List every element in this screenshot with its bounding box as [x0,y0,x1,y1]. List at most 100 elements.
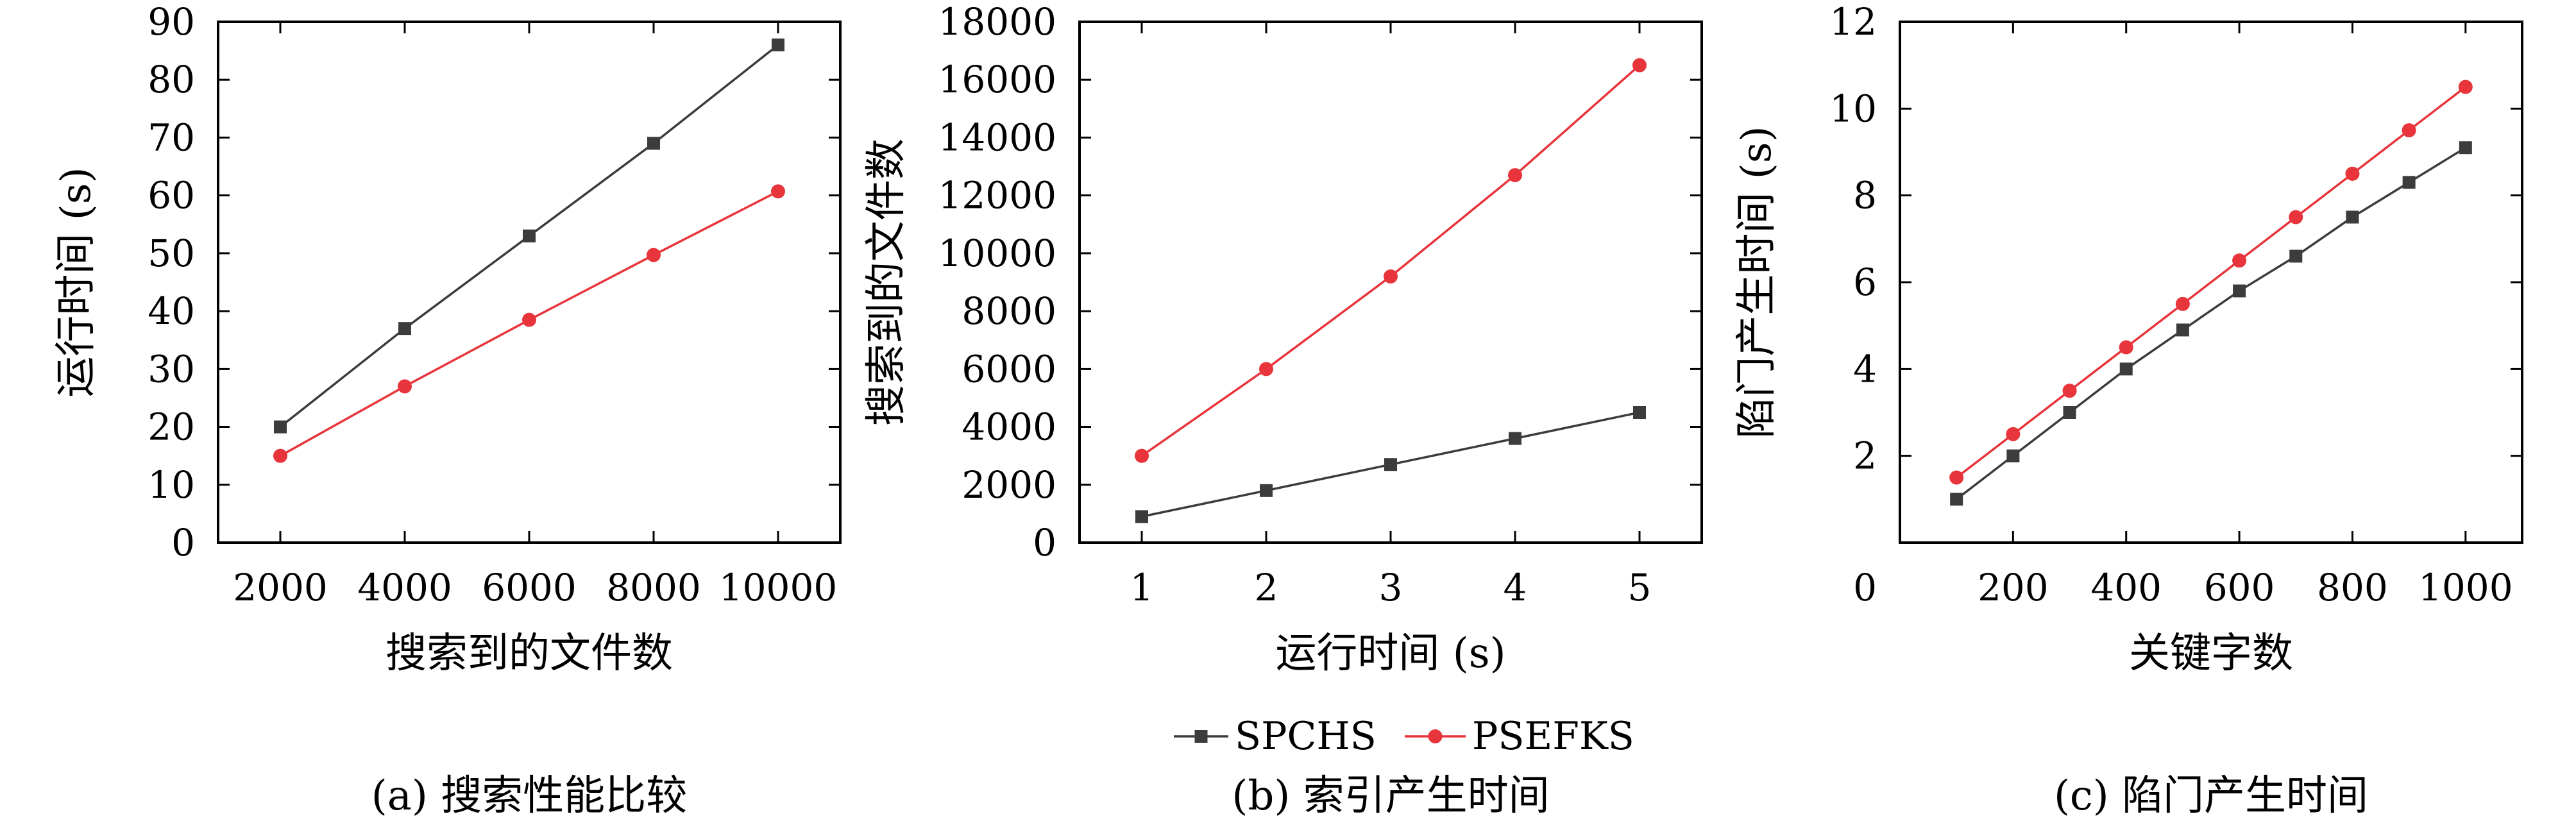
x-tick-label: 1000 [2418,566,2513,609]
data-point-spchs [274,420,287,434]
y-tick-label: 50 [148,232,195,275]
data-point-spchs [2119,362,2133,376]
panel-c: 2 4 6 8 10 12 200 400 600 800 1000 0 关键字数 陷门产生时间 (s) (… [1733,0,2523,820]
x-tick-label: 6000 [482,566,577,609]
data-point-psefks [1508,168,1522,183]
data-point-spchs [2346,210,2359,224]
data-point-psefks [2345,166,2360,181]
origin-label: 0 [1853,566,1877,609]
x-tick-label: 400 [2090,566,2162,609]
data-point-psefks [2289,210,2303,224]
data-point-psefks [647,248,661,262]
x-tick-label: 3 [1379,566,1403,609]
data-point-spchs [2289,250,2303,263]
y-axis-label: 陷门产生时间 (s) [1733,126,1781,438]
y-tick-label: 10 [148,463,195,507]
data-point-psefks [1949,470,1964,485]
y-axis-label: 搜索到的文件数 [863,139,910,426]
x-axis-label: 运行时间 (s) [1275,630,1505,677]
panel-caption: (a) 搜索性能比较 [371,772,687,820]
series-line-psefks [1956,86,2466,479]
data-point-spchs [772,38,784,52]
y-tick-label: 80 [148,58,195,101]
y-tick-label: 4000 [962,405,1056,449]
data-point-psefks [2402,123,2416,138]
y-tick-label: 8 [1853,174,1877,217]
series-line-spchs [1956,146,2466,500]
x-tick-label: 1 [1130,566,1154,609]
y-tick-label: 40 [148,289,195,333]
y-tick-label: 6 [1853,260,1877,304]
data-point-psefks [2119,340,2133,355]
x-tick-label: 8000 [606,566,701,609]
data-point-psefks [2175,296,2190,311]
y-tick-label: 12000 [938,174,1056,217]
y-tick-label: 30 [148,347,195,391]
data-point-spchs [2459,141,2472,155]
x-tick-label: 5 [1628,566,1652,609]
panel-b: 0 2000 4000 6000 8000 10000 12000 14000 16000 180… [863,0,1703,820]
x-tick-label: 4 [1504,566,1527,609]
x-tick-label: 600 [2204,566,2275,609]
data-point-psefks [1135,448,1149,463]
series-line-psefks [1140,64,1641,457]
data-point-psefks [2232,253,2247,268]
x-tick-label: 4000 [357,566,452,609]
legend-label-psefks: PSEFKS [1472,714,1634,759]
x-tick-label: 10000 [719,566,838,609]
x-axis-label: 搜索到的文件数 [386,630,673,677]
y-tick-label: 6000 [962,347,1056,391]
data-point-psefks [1259,362,1273,377]
data-point-psefks [1384,269,1398,284]
y-tick-label: 12 [1829,0,1877,44]
data-point-psefks [2006,427,2021,441]
y-tick-label: 18000 [938,0,1056,44]
y-tick-label: 2000 [962,463,1056,507]
y-tick-label: 60 [148,174,195,217]
legend-label-spchs: SPCHS [1235,714,1377,759]
x-tick-label: 800 [2317,566,2388,609]
data-point-spchs [1633,406,1646,419]
data-point-spchs [2063,406,2076,419]
data-point-spchs [2006,449,2020,462]
x-tick-label: 200 [1978,566,2049,609]
legend-marker-circle [1428,729,1443,743]
data-point-spchs [1135,510,1148,523]
data-point-spchs [1260,484,1273,497]
data-point-psefks [522,312,536,327]
data-point-spchs [398,322,411,335]
y-tick-label: 14000 [938,115,1056,159]
data-point-psefks [398,379,412,394]
y-tick-label: 20 [148,405,195,449]
data-point-spchs [1950,493,1963,506]
data-point-spchs [2233,284,2246,298]
legend-marker-square [1194,730,1208,743]
data-point-spchs [1509,432,1521,445]
data-point-psefks [771,184,785,199]
data-point-psefks [1632,58,1647,72]
data-point-psefks [273,448,287,463]
x-tick-label: 2 [1255,566,1278,609]
y-tick-label: 70 [148,115,195,159]
panel-caption: (b) 索引产生时间 [1232,772,1549,820]
y-tick-label: 10000 [938,232,1056,275]
y-axis-label: 运行时间 (s) [53,167,100,397]
panel-caption: (c) 陷门产生时间 [2054,772,2368,820]
y-tick-label: 90 [148,0,195,44]
y-tick-label: 0 [1033,521,1056,564]
x-tick-label: 2000 [233,566,328,609]
data-point-psefks [2458,80,2473,94]
y-tick-label: 4 [1853,347,1877,391]
data-point-spchs [2402,176,2416,189]
x-axis-label: 关键字数 [2129,630,2293,677]
data-point-spchs [2176,323,2189,337]
legend: SPCHS PSEFKS [1174,714,1634,759]
y-tick-label: 16000 [938,58,1056,101]
y-tick-label: 10 [1829,87,1877,130]
y-tick-label: 2 [1853,434,1877,478]
data-point-spchs [647,137,660,150]
data-point-spchs [523,229,536,242]
y-tick-label: 8000 [962,289,1056,333]
y-tick-label: 0 [171,521,195,564]
